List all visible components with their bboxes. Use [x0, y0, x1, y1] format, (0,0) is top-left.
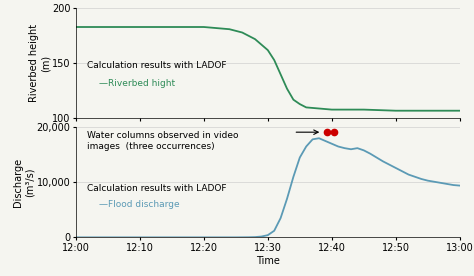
Text: Water columns observed in video
images  (three occurrences): Water columns observed in video images (…	[87, 131, 239, 151]
Y-axis label: Discharge
(m³/s): Discharge (m³/s)	[13, 158, 35, 207]
X-axis label: Time: Time	[256, 256, 280, 266]
Text: Calculation results with LADOF: Calculation results with LADOF	[87, 61, 227, 70]
Text: —Riverbed hight: —Riverbed hight	[99, 79, 175, 88]
Text: —Flood discharge: —Flood discharge	[99, 200, 180, 209]
Text: Calculation results with LADOF: Calculation results with LADOF	[87, 184, 227, 193]
Y-axis label: Riverbed height
(m): Riverbed height (m)	[29, 24, 50, 102]
